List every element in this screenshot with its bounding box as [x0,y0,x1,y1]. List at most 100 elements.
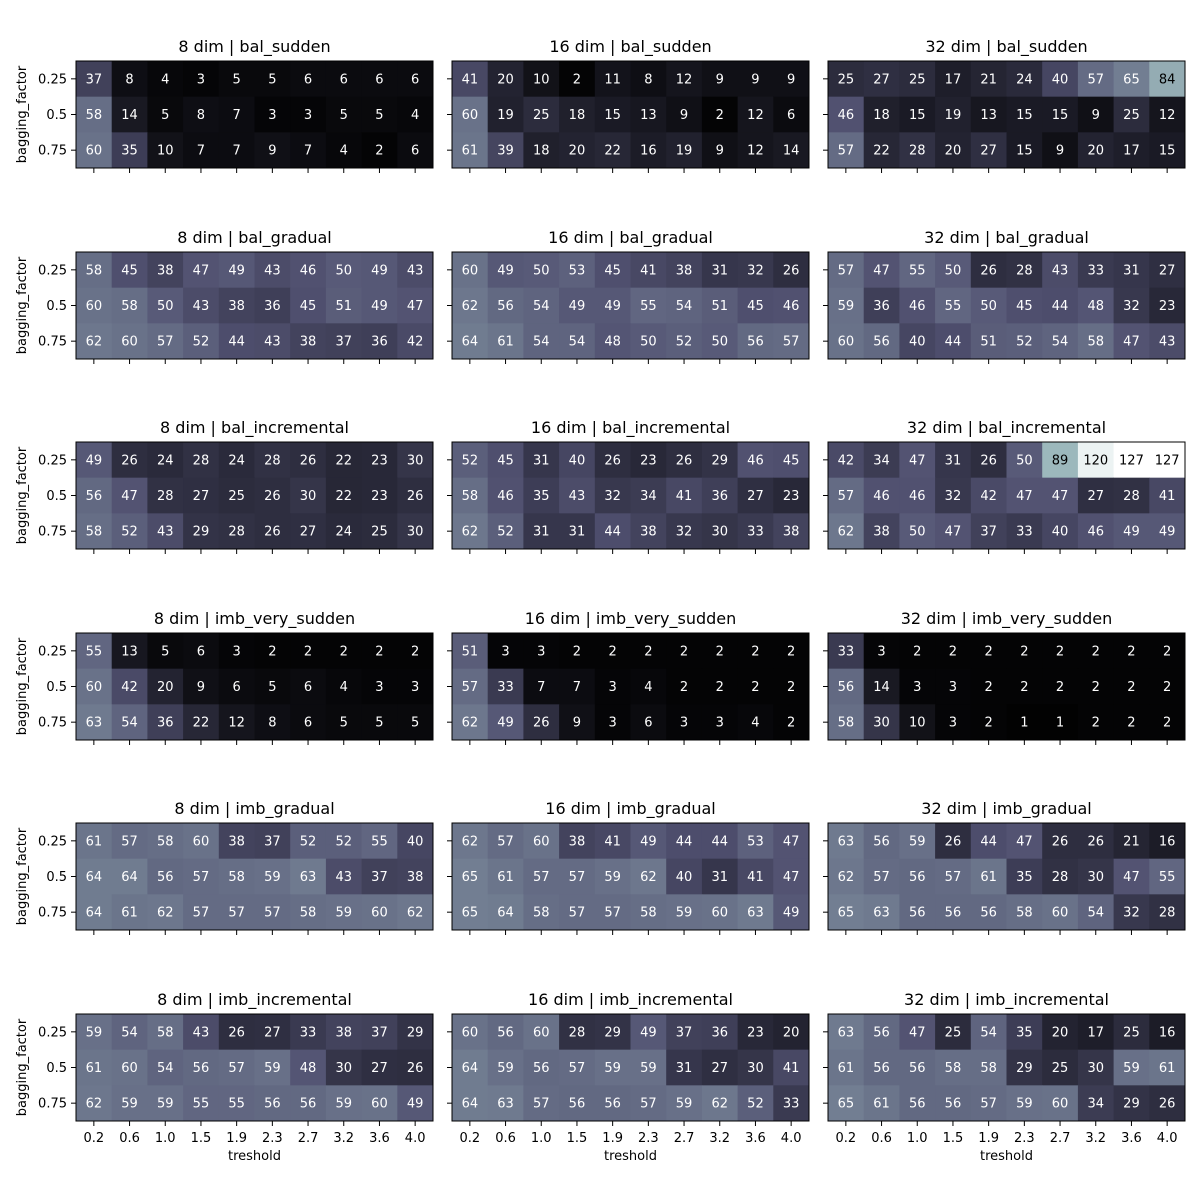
cell-value-label: 13 [121,644,138,659]
heatmap-cell [559,1049,596,1086]
cell-value-label: 58 [980,1061,997,1076]
cell-value-label: 17 [1087,1025,1104,1040]
heatmap-cell [970,858,1007,895]
heatmap-cell [863,823,900,860]
cell-value-label: 20 [945,144,962,159]
cell-value-label: 2 [1163,680,1171,695]
cell-value-label: 3 [537,644,545,659]
heatmap-cell [1149,61,1186,98]
cell-value-label: 6 [304,716,312,731]
cell-value-label: 57 [497,834,514,849]
heatmap-cell [325,132,362,169]
cell-value-label: 5 [375,108,383,123]
cell-value-label: 2 [680,644,688,659]
heatmap-panel-9: 32 dim | bal_incremental 42 34 47 31 26 50 89 12… [823,418,1186,554]
cell-value-label: 16 [1159,1025,1176,1040]
cell-value-label: 60 [533,834,550,849]
cell-value-label: 64 [86,870,103,885]
cell-value-label: 62 [86,335,103,350]
cell-value-label: 56 [86,489,103,504]
cell-value-label: 29 [407,1025,424,1040]
heatmap-cell [254,704,291,741]
heatmap-cell [828,633,865,670]
heatmap-cell [452,1014,489,1051]
heatmap-cell [828,132,865,169]
cell-value-label: 2 [1127,644,1135,659]
cell-value-label: 7 [233,144,241,159]
heatmap-cell [397,1014,434,1051]
heatmap-cell [218,633,255,670]
heatmap-cell [1113,1014,1150,1051]
heatmap-cell [290,704,327,741]
cell-value-label: 45 [121,263,138,278]
heatmap-cell [559,858,596,895]
cell-value-label: 89 [1052,453,1069,468]
cell-value-label: 12 [676,72,693,87]
cell-value-label: 28 [1123,489,1140,504]
cell-value-label: 58 [157,834,174,849]
heatmap-cell [1042,132,1079,169]
heatmap-cell [218,1014,255,1051]
cell-value-label: 2 [716,680,724,695]
cell-value-label: 29 [1016,1061,1033,1076]
heatmap-cell [594,633,631,670]
cell-value-label: 55 [640,299,657,314]
cell-value-label: 31 [711,870,728,885]
heatmap-cell [397,1049,434,1086]
heatmap-cell [773,704,810,741]
cell-value-label: 26 [264,489,281,504]
cell-value-label: 28 [228,525,245,540]
cell-value-label: 64 [462,1097,479,1112]
cell-value-label: 30 [711,525,728,540]
heatmap-cell [594,477,631,514]
cell-value-label: 52 [121,525,138,540]
heatmap-panel-3: 32 dim | bal_sudden 25 27 25 17 21 24 40 57 65 84 4… [823,37,1186,173]
heatmap-cell [666,513,703,550]
cell-value-label: 2 [375,644,383,659]
heatmap-cell [218,1085,255,1122]
heatmap-cell [397,287,434,324]
cell-value-label: 6 [340,72,348,87]
heatmap-cell [218,704,255,741]
heatmap-cell [147,513,184,550]
cell-value-label: 55 [1159,870,1176,885]
cell-value-label: 46 [783,299,800,314]
cell-value-label: 35 [1016,1025,1033,1040]
cell-value-label: 36 [157,716,174,731]
cell-value-label: 15 [1159,144,1176,159]
heatmap-cell [523,1049,560,1086]
heatmap-cell [970,477,1007,514]
heatmap-cell [397,477,434,514]
cell-value-label: 28 [264,453,281,468]
cell-value-label: 56 [157,870,174,885]
cell-value-label: 28 [1016,263,1033,278]
cell-value-label: 43 [569,489,586,504]
cell-value-label: 3 [609,680,617,695]
heatmap-cell [828,858,865,895]
heatmap-cell [773,1014,810,1051]
cell-value-label: 23 [371,453,388,468]
heatmap-cell [559,477,596,514]
cell-value-label: 38 [640,525,657,540]
heatmap-cell [828,442,865,479]
heatmap-cell [899,287,936,324]
x-tick-label: 0.6 [119,1131,140,1146]
heatmap-cell [1149,1049,1186,1086]
heatmap-cell [361,287,398,324]
cell-value-label: 60 [838,335,855,350]
heatmap-cell [147,704,184,741]
cell-value-label: 10 [909,716,926,731]
cell-value-label: 120 [1083,453,1108,468]
heatmap-cell [1077,668,1114,705]
cell-value-label: 6 [304,680,312,695]
heatmap-cell [290,668,327,705]
heatmap-cell [899,61,936,98]
heatmap-cell [828,96,865,133]
heatmap-cell [1077,823,1114,860]
cell-value-label: 9 [716,72,724,87]
cell-value-label: 7 [233,108,241,123]
heatmap-cell [701,858,738,895]
cell-value-label: 57 [569,906,586,921]
cell-value-label: 46 [909,489,926,504]
heatmap-cell [76,323,113,360]
